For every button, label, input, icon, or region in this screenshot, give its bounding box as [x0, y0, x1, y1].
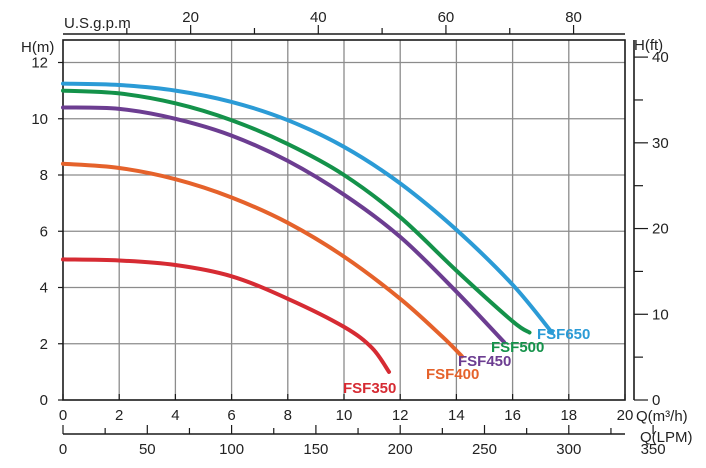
x-tick-label: 16 — [504, 407, 521, 424]
x-tick-label: 4 — [171, 407, 179, 424]
right-axis-unit: H(ft) — [634, 37, 663, 54]
ft-tick-label: 30 — [652, 135, 669, 152]
gpm-tick-label: 40 — [310, 9, 327, 26]
lpm-tick-label: 150 — [303, 441, 328, 458]
ft-tick-label: 40 — [652, 49, 669, 66]
bottom-axis-unit-primary: Q(m³/h) — [636, 408, 688, 425]
lpm-tick-label: 300 — [556, 441, 581, 458]
x-tick-label: 6 — [227, 407, 235, 424]
x-tick-label: 8 — [284, 407, 292, 424]
y-tick-label: 8 — [40, 167, 48, 184]
ft-tick-label: 0 — [652, 392, 660, 409]
y-tick-label: 10 — [31, 111, 48, 128]
lpm-tick-label: 0 — [59, 441, 67, 458]
series-line-fsf350 — [61, 257, 391, 374]
y-tick-label: 2 — [40, 336, 48, 353]
lpm-tick-label: 100 — [219, 441, 244, 458]
top-axis-unit: U.S.g.p.m — [64, 15, 131, 32]
gpm-tick-label: 20 — [182, 9, 199, 26]
series-line-fsf400 — [61, 161, 464, 359]
lpm-tick-label: 200 — [388, 441, 413, 458]
left-axis-unit: H(m) — [21, 39, 54, 56]
lpm-tick-label: 50 — [139, 441, 156, 458]
lpm-tick-label: 250 — [472, 441, 497, 458]
lpm-tick-label: 350 — [641, 441, 666, 458]
series-label-fsf400: FSF400 — [426, 366, 479, 383]
bottom-axis-unit-secondary: Q(LPM) — [640, 429, 693, 446]
series-label-fsf500: FSF500 — [491, 339, 544, 356]
y-tick-label: 0 — [40, 392, 48, 409]
unit-labels: H(m) H(ft) U.S.g.p.m Q(m³/h) Q(LPM) — [21, 15, 693, 446]
y-tick-label: 4 — [40, 280, 48, 297]
x-tick-label: 0 — [59, 407, 67, 424]
series-line-fsf650 — [61, 81, 554, 335]
gpm-tick-label: 80 — [565, 9, 582, 26]
series-label-fsf350: FSF350 — [343, 380, 396, 397]
series-line-fsf500 — [61, 88, 532, 335]
y-tick-label: 12 — [31, 55, 48, 72]
ft-tick-label: 10 — [652, 306, 669, 323]
ft-tick-label: 20 — [652, 221, 669, 238]
x-tick-label: 10 — [336, 407, 353, 424]
x-tick-label: 18 — [560, 407, 577, 424]
series-line-fsf450 — [61, 105, 507, 345]
gpm-tick-label: 60 — [438, 9, 455, 26]
x-tick-label: 12 — [392, 407, 409, 424]
y-tick-label: 6 — [40, 223, 48, 240]
series-label-fsf650: FSF650 — [537, 326, 590, 343]
x-tick-label: 20 — [617, 407, 634, 424]
series-label-fsf450: FSF450 — [458, 353, 511, 370]
x-tick-label: 14 — [448, 407, 465, 424]
x-tick-label: 2 — [115, 407, 123, 424]
